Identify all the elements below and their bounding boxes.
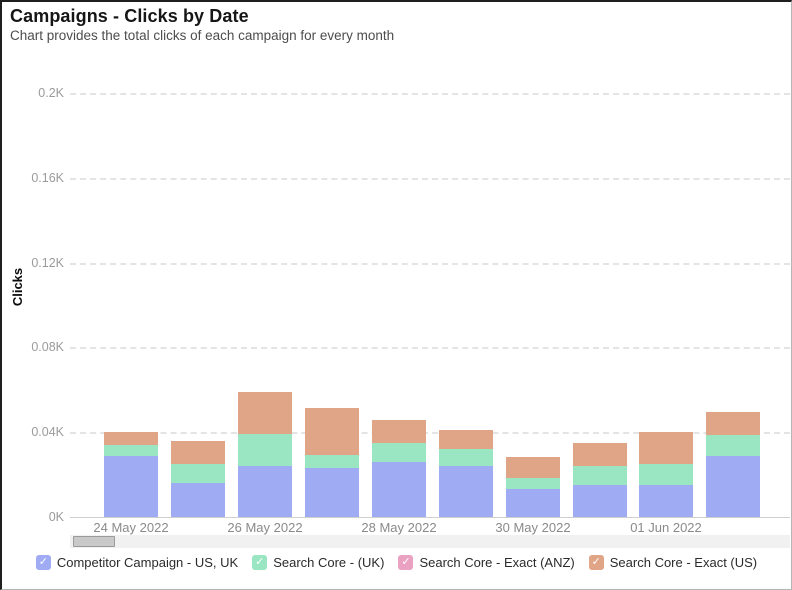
- legend-item[interactable]: ✓ Search Core - Exact (ANZ): [398, 555, 575, 570]
- bar-segment[interactable]: [706, 456, 760, 517]
- x-axis-baseline: [70, 517, 790, 518]
- bar-segment[interactable]: [171, 441, 225, 464]
- x-axis-tick-label: 24 May 2022: [93, 520, 169, 535]
- bar-segment[interactable]: [238, 392, 292, 434]
- bar-segment[interactable]: [305, 468, 359, 517]
- legend-checkbox-check-icon[interactable]: ✓: [398, 555, 414, 570]
- gridline: [70, 347, 790, 350]
- y-axis-tick-label: 0.04K: [31, 425, 64, 440]
- x-axis-tick-label: 30 May 2022: [495, 520, 571, 535]
- bar-segment[interactable]: [439, 449, 493, 466]
- x-axis-tick-label: 01 Jun 2022: [630, 520, 702, 535]
- bar-segment[interactable]: [573, 443, 627, 466]
- gridline: [70, 432, 790, 435]
- scrollbar-thumb[interactable]: [73, 536, 115, 547]
- legend-item-label: Competitor Campaign - US, UK: [56, 555, 239, 570]
- bar-segment[interactable]: [506, 489, 560, 517]
- bar-segment[interactable]: [639, 432, 693, 464]
- gridline: [70, 93, 790, 95]
- legend-item-label: Search Core - (UK): [273, 555, 385, 570]
- legend-item-label: Search Core - Exact (US): [609, 555, 758, 570]
- y-axis-tick-label: 0.2K: [38, 86, 64, 100]
- page-subtitle: Chart provides the total clicks of each …: [10, 28, 395, 43]
- bar-segment[interactable]: [372, 443, 426, 462]
- legend-item[interactable]: ✓ Search Core - Exact (US): [588, 555, 758, 570]
- legend-item-label: Search Core - Exact (ANZ): [419, 555, 575, 570]
- bar-segment[interactable]: [372, 420, 426, 443]
- horizontal-scrollbar[interactable]: [70, 535, 790, 548]
- bar-segment[interactable]: [439, 430, 493, 449]
- legend: ✓ Competitor Campaign - US, UK ✓ Search Cor…: [2, 555, 791, 570]
- y-axis-tick-label: 0.12K: [31, 255, 64, 270]
- bar-segment[interactable]: [706, 435, 760, 456]
- legend-item[interactable]: ✓ Competitor Campaign - US, UK: [35, 555, 239, 570]
- gridline: [70, 262, 790, 265]
- bar-segment[interactable]: [305, 408, 359, 455]
- page-title: Campaigns - Clicks by Date: [10, 6, 249, 26]
- bar-segment[interactable]: [506, 457, 560, 478]
- bar-segment[interactable]: [104, 432, 158, 445]
- legend-checkbox-check-icon[interactable]: ✓: [588, 555, 604, 570]
- bar-segment[interactable]: [639, 485, 693, 517]
- bar-segment[interactable]: [573, 485, 627, 517]
- bar-segment[interactable]: [171, 483, 225, 517]
- y-axis-tick-label: 0.16K: [31, 170, 64, 185]
- legend-checkbox-check-icon[interactable]: ✓: [252, 555, 268, 570]
- x-axis-tick-label: 26 May 2022: [227, 520, 303, 535]
- y-axis-tick-label: 0.08K: [31, 340, 64, 355]
- bar-segment[interactable]: [104, 456, 158, 517]
- bar-segment[interactable]: [372, 462, 426, 517]
- bar-segment[interactable]: [238, 466, 292, 517]
- bar-segment[interactable]: [439, 466, 493, 517]
- gridline: [70, 177, 790, 180]
- bar-segment[interactable]: [706, 412, 760, 435]
- bar-segment[interactable]: [238, 434, 292, 466]
- bar-segment[interactable]: [305, 455, 359, 468]
- bar-segment[interactable]: [171, 464, 225, 483]
- y-axis-tick-label: 0K: [48, 510, 64, 524]
- bar-segment[interactable]: [639, 464, 693, 485]
- bar-segment[interactable]: [104, 445, 158, 456]
- legend-item[interactable]: ✓ Search Core - (UK): [252, 555, 384, 570]
- legend-checkbox-check-icon[interactable]: ✓: [35, 555, 51, 570]
- x-axis-tick-label: 28 May 2022: [361, 520, 437, 535]
- bar-segment[interactable]: [573, 466, 627, 485]
- bar-segment[interactable]: [506, 478, 560, 489]
